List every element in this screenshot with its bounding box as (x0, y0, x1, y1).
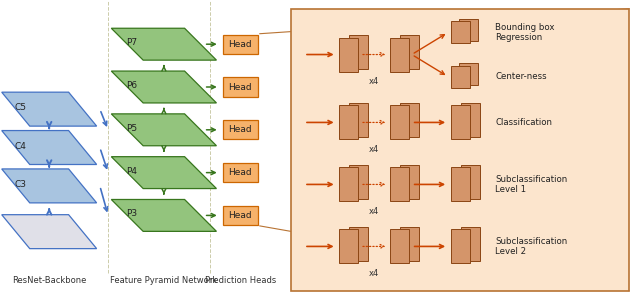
Text: C3: C3 (15, 180, 27, 189)
Text: x4: x4 (369, 269, 380, 278)
Polygon shape (111, 114, 216, 146)
Text: P4: P4 (125, 167, 137, 176)
FancyBboxPatch shape (349, 164, 369, 198)
FancyBboxPatch shape (451, 21, 470, 44)
FancyBboxPatch shape (349, 35, 369, 69)
Text: P3: P3 (125, 209, 137, 218)
Text: Head: Head (228, 211, 252, 220)
FancyBboxPatch shape (390, 38, 409, 72)
Text: P7: P7 (125, 38, 137, 47)
Text: Head: Head (228, 83, 252, 91)
Text: Prediction Heads: Prediction Heads (205, 276, 276, 285)
FancyBboxPatch shape (400, 226, 419, 260)
Polygon shape (2, 92, 97, 126)
FancyBboxPatch shape (390, 229, 409, 263)
FancyBboxPatch shape (223, 120, 258, 139)
Polygon shape (111, 199, 216, 231)
FancyBboxPatch shape (349, 103, 369, 136)
Text: x4: x4 (369, 207, 380, 216)
FancyBboxPatch shape (451, 229, 470, 263)
Text: P5: P5 (125, 124, 137, 133)
Text: Head: Head (228, 40, 252, 49)
FancyBboxPatch shape (461, 226, 480, 260)
Polygon shape (2, 131, 97, 164)
Text: C4: C4 (15, 142, 27, 150)
FancyBboxPatch shape (461, 164, 480, 198)
FancyBboxPatch shape (339, 38, 358, 72)
FancyBboxPatch shape (223, 163, 258, 182)
FancyBboxPatch shape (223, 206, 258, 225)
Polygon shape (2, 169, 97, 203)
FancyBboxPatch shape (223, 77, 258, 97)
Text: ResNet-Backbone: ResNet-Backbone (12, 276, 86, 285)
FancyBboxPatch shape (459, 63, 478, 86)
FancyBboxPatch shape (461, 103, 480, 136)
FancyBboxPatch shape (400, 103, 419, 136)
Text: Bounding box
Regression: Bounding box Regression (495, 23, 555, 42)
FancyBboxPatch shape (390, 105, 409, 139)
Polygon shape (111, 71, 216, 103)
Text: x4: x4 (369, 77, 380, 86)
FancyBboxPatch shape (339, 229, 358, 263)
FancyBboxPatch shape (390, 167, 409, 201)
Text: Subclassification
Level 2: Subclassification Level 2 (495, 237, 568, 256)
FancyBboxPatch shape (400, 35, 419, 69)
FancyBboxPatch shape (223, 35, 258, 54)
Text: Classification: Classification (495, 118, 552, 127)
FancyBboxPatch shape (339, 167, 358, 201)
FancyBboxPatch shape (459, 19, 478, 41)
Polygon shape (111, 28, 216, 60)
Text: Center-ness: Center-ness (495, 72, 547, 81)
FancyBboxPatch shape (349, 226, 369, 260)
Polygon shape (111, 157, 216, 189)
FancyBboxPatch shape (451, 105, 470, 139)
Text: Subclassification
Level 1: Subclassification Level 1 (495, 175, 568, 194)
FancyBboxPatch shape (451, 66, 470, 88)
Text: Head: Head (228, 125, 252, 134)
FancyBboxPatch shape (291, 9, 629, 291)
Text: C5: C5 (15, 103, 27, 112)
Text: Head: Head (228, 168, 252, 177)
Text: x4: x4 (369, 145, 380, 154)
FancyBboxPatch shape (339, 105, 358, 139)
Polygon shape (2, 215, 97, 249)
FancyBboxPatch shape (400, 164, 419, 198)
Text: Feature Pyramid Network: Feature Pyramid Network (110, 276, 218, 285)
Text: P6: P6 (125, 81, 137, 90)
FancyBboxPatch shape (451, 167, 470, 201)
